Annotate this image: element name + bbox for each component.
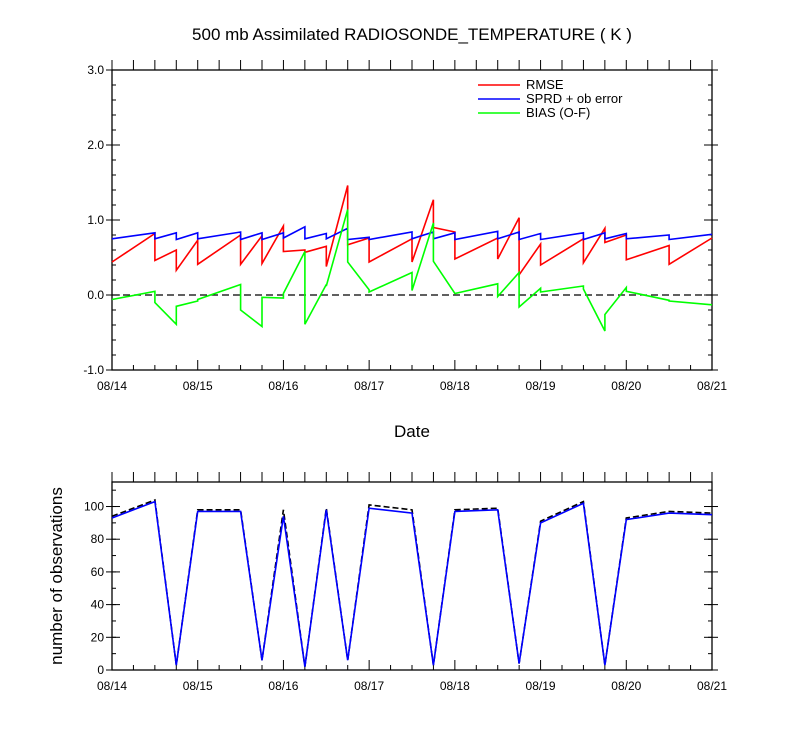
bottom-x-tick-label: 08/18 [440, 679, 470, 693]
top-y-tick-label: 2.0 [87, 138, 104, 152]
top-y-tick-label: 0.0 [87, 288, 104, 302]
top-x-tick-label: 08/19 [526, 379, 556, 393]
bottom-y-tick-label: 0 [97, 663, 104, 677]
top-plot-frame [111, 69, 713, 371]
bottom-x-tick-label: 08/21 [697, 679, 727, 693]
top-x-tick-label: 08/15 [183, 379, 213, 393]
bottom-x-tick-label: 08/17 [354, 679, 384, 693]
bottom-y-tick-label: 60 [91, 565, 105, 579]
top-series-rmse [111, 185, 713, 278]
bottom-x-tick-label: 08/20 [611, 679, 641, 693]
legend-label: RMSE [526, 77, 564, 92]
bottom-x-tick-label: 08/14 [97, 679, 127, 693]
bottom-plot-area: 08/14 08/15 08/16 08/17 08/18 08/19 08/20 08/21… [84, 472, 727, 693]
top-y-tick-label: -1.0 [83, 363, 104, 377]
bottom-x-tick-label: 08/19 [526, 679, 556, 693]
y-axis-title-observations: number of observations [47, 487, 66, 665]
top-x-tick-label: 08/17 [354, 379, 384, 393]
chart-title: 500 mb Assimilated RADIOSONDE_TEMPERATUR… [192, 25, 632, 44]
bottom-y-tick-label: 80 [91, 532, 105, 546]
top-x-tick-label: 08/21 [697, 379, 727, 393]
top-x-tick-label: 08/14 [97, 379, 127, 393]
top-series-sprd-ob-error [111, 225, 713, 241]
bottom-y-tick-label: 20 [91, 630, 105, 644]
top-x-tick-label: 08/16 [268, 379, 298, 393]
bottom-x-tick-label: 08/15 [183, 679, 213, 693]
bottom-y-tick-label: 40 [91, 598, 105, 612]
x-axis-title: Date [394, 422, 430, 441]
bottom-x-tick-label: 08/16 [268, 679, 298, 693]
bottom-y-tick-label: 100 [84, 500, 104, 514]
bottom-series-series-1 [111, 500, 713, 667]
top-series-bias-o-f [111, 209, 713, 332]
top-y-tick-label: 3.0 [87, 63, 104, 77]
top-y-tick-label: 1.0 [87, 213, 104, 227]
legend-label: SPRD + ob error [526, 91, 623, 106]
top-plot-area: 08/14 08/15 08/16 08/17 08/18 08/19 08/20 08/21… [83, 60, 727, 393]
top-x-tick-label: 08/20 [611, 379, 641, 393]
legend-label: BIAS (O-F) [526, 105, 590, 120]
top-x-tick-label: 08/18 [440, 379, 470, 393]
bottom-series-series-0 [111, 498, 713, 667]
